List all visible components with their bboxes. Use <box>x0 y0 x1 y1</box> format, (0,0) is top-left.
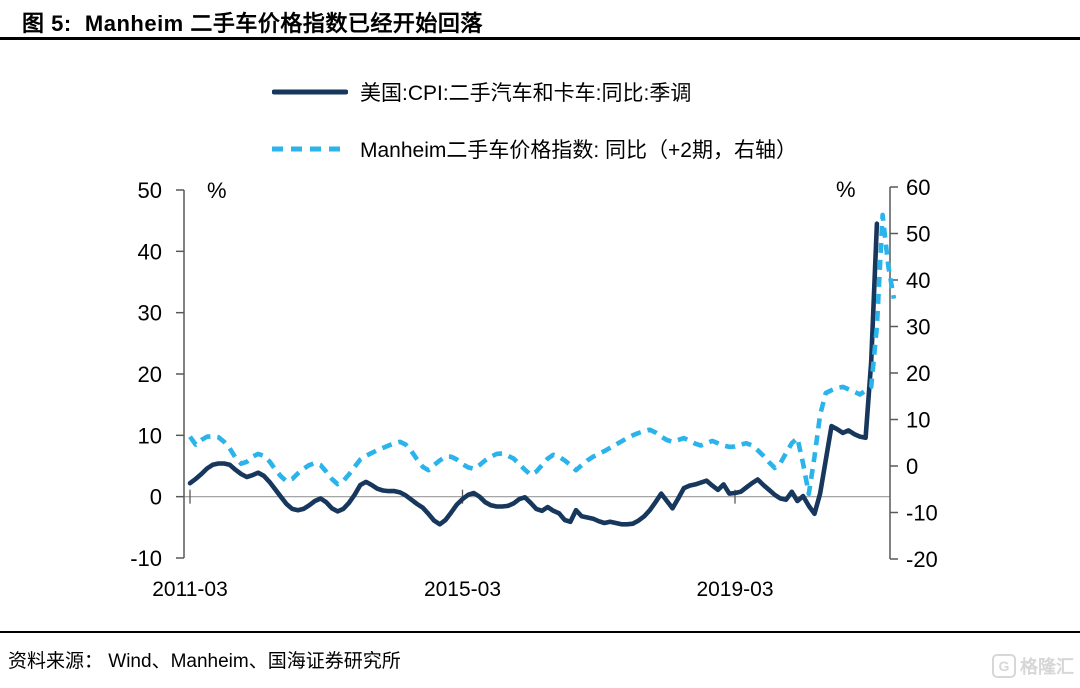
x-axis-tick-label: 2011-03 <box>152 578 228 601</box>
gelonghui-logo-icon: G <box>992 654 1016 678</box>
left-axis-tick-label: 10 <box>138 423 162 448</box>
right-axis-unit-label: % <box>836 177 856 202</box>
chart-legend: 美国:CPI:二手汽车和卡车:同比:季调 Manheim二手车价格指数: 同比（… <box>272 78 797 163</box>
right-axis-tick-label: 60 <box>906 175 930 200</box>
right-axis-tick-label: 40 <box>906 268 930 293</box>
manheim-series-line <box>188 212 897 497</box>
legend-item-manheim: Manheim二手车价格指数: 同比（+2期，右轴） <box>272 135 797 163</box>
solid-line-swatch-icon <box>272 89 348 95</box>
left-axis-tick-label: 0 <box>150 485 162 510</box>
left-axis-unit-label: % <box>207 178 227 203</box>
figure-title: 图 5: Manheim 二手车价格指数已经开始回落 <box>22 11 483 36</box>
dual-axis-line-chart: 50 40 30 20 10 0 -10 60 50 40 30 20 10 0 -10 -20%% 2011-… <box>130 175 938 601</box>
left-axis-tick-label: 40 <box>138 239 162 264</box>
dashed-line-swatch-icon <box>272 146 348 152</box>
left-axis-tick-label: 30 <box>138 301 162 326</box>
legend-label-cpi: 美国:CPI:二手汽车和卡车:同比:季调 <box>360 82 692 105</box>
cpi-series-line <box>187 221 880 527</box>
gelonghui-watermark-text: 格隆汇 <box>1020 657 1074 677</box>
source-note: 资料来源： Wind、Manheim、国海证券研究所 <box>8 651 401 672</box>
x-axis-tick-label: 2019-03 <box>696 578 773 601</box>
chart-canvas: 50 40 30 20 10 0 -10 60 50 40 30 20 10 0 -10 -20% % 2011-… <box>130 175 938 601</box>
gelonghui-watermark: G 格隆汇 <box>992 653 1074 679</box>
right-axis-tick-label: 0 <box>906 454 918 479</box>
legend-label-manheim: Manheim二手车价格指数: 同比（+2期，右轴） <box>360 139 797 162</box>
title-divider <box>0 37 1080 40</box>
left-axis-tick-label: 50 <box>138 178 162 203</box>
right-axis-tick-label: 30 <box>906 315 930 340</box>
right-axis-tick-label: -10 <box>906 501 938 526</box>
left-axis-tick-label: 20 <box>138 362 162 387</box>
legend-item-cpi: 美国:CPI:二手汽车和卡车:同比:季调 <box>272 78 797 106</box>
footer-divider <box>0 631 1080 633</box>
left-axis-tick-label: -10 <box>130 546 162 571</box>
right-axis-tick-label: -20 <box>906 547 938 572</box>
right-axis-tick-label: 10 <box>906 408 930 433</box>
right-axis-tick-label: 20 <box>906 361 930 386</box>
x-axis-tick-label: 2015-03 <box>424 578 501 601</box>
right-axis-tick-label: 50 <box>906 222 930 247</box>
